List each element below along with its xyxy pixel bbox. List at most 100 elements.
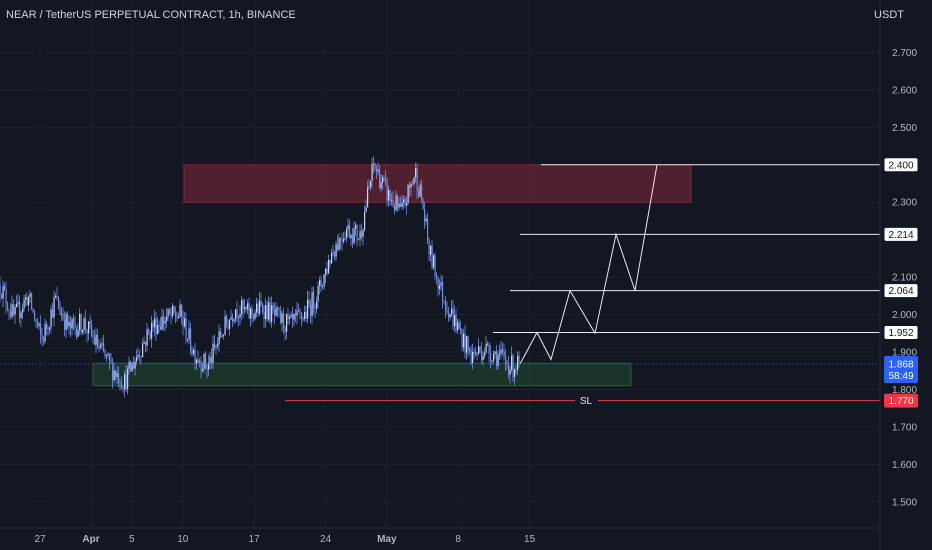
price-axis[interactable]: 1.500 1.600 1.700 1.800 1.900 2.000 2.100 2.300… [892, 48, 917, 508]
candle-body [50, 309, 52, 328]
candle-body [128, 362, 130, 369]
candle-body [493, 354, 495, 361]
candle-body [182, 317, 184, 327]
candle-body [59, 308, 61, 315]
candle-body [383, 177, 385, 179]
candle-body [292, 314, 294, 320]
candle-body [227, 324, 229, 329]
candle-body [385, 178, 387, 181]
target-tag-1.952-bg [883, 325, 919, 341]
forecast-path [519, 164, 658, 365]
candle-body [445, 301, 447, 311]
candle-body [488, 343, 490, 354]
candle-body [412, 183, 414, 185]
candle-body [428, 240, 430, 255]
candle-body [43, 339, 45, 342]
candle-body [481, 351, 483, 360]
candle-body [308, 299, 310, 305]
x-tick-label: 5 [129, 534, 135, 545]
candle-body [337, 244, 339, 250]
candle-body [157, 325, 159, 335]
candle-body [317, 285, 319, 302]
candle-body [355, 225, 357, 229]
candle-body [464, 333, 466, 353]
chart-title[interactable]: NEAR / TetherUS PERPETUAL CONTRACT, 1h, … [6, 9, 296, 21]
candle-body [215, 345, 217, 347]
candle-body [500, 349, 502, 354]
candle-body [29, 293, 31, 297]
candle-body [421, 184, 423, 201]
candle-body [356, 225, 358, 240]
candle-body [494, 351, 496, 355]
candle-body [155, 318, 157, 335]
candle-body [116, 372, 118, 378]
candle-body [406, 203, 408, 206]
candle-body [380, 182, 382, 189]
candle-body [16, 303, 18, 308]
candle-body [398, 203, 400, 208]
candle-body [95, 334, 97, 345]
candle-body [161, 316, 163, 330]
candle-body [154, 318, 156, 328]
candle-body [487, 343, 489, 345]
candle-body [448, 312, 450, 318]
currency-label: USDT [874, 9, 904, 21]
countdown-tag: 58:49 [888, 371, 913, 382]
candle-body [169, 309, 171, 314]
candle-body [73, 318, 75, 324]
candle-body [220, 331, 222, 337]
candle-body [224, 316, 226, 335]
candle-body [514, 369, 516, 378]
candle-body [358, 238, 360, 240]
candle-body [230, 317, 232, 320]
time-axis[interactable]: 27 Apr 5 10 17 24 May 8 15 [34, 534, 535, 545]
candle-body [313, 291, 315, 308]
candle-body [98, 347, 100, 349]
candle-body [11, 304, 13, 317]
candle-body [241, 300, 243, 315]
support-zone [92, 362, 632, 387]
candle-body [451, 308, 453, 314]
candle-body [0, 284, 1, 294]
candle-body [10, 311, 12, 317]
candle-body [320, 280, 322, 287]
candle-body [236, 309, 238, 318]
candle-body [173, 305, 175, 313]
candle-body [127, 368, 129, 390]
candle-body [37, 321, 39, 326]
candle-body [484, 352, 486, 356]
candle-body [271, 305, 273, 322]
candle-body [427, 218, 429, 241]
candle-body [140, 356, 142, 358]
candle-body [388, 189, 390, 201]
candle-body [226, 316, 228, 325]
candle-body [328, 259, 330, 274]
candle-body [64, 319, 66, 331]
candle-body [509, 369, 511, 375]
x-tick-label: 15 [524, 534, 536, 545]
candle-body [110, 360, 112, 363]
candle-body [56, 295, 58, 298]
candle-body [346, 229, 348, 239]
candle-body [122, 387, 124, 390]
x-tick-label: 8 [455, 534, 461, 545]
candle-body [49, 327, 51, 330]
candle-body [314, 307, 316, 309]
candle-body [256, 303, 258, 313]
candle-body [133, 362, 135, 369]
candle-body [425, 218, 427, 222]
candle-body [115, 370, 117, 378]
candle-body [299, 311, 301, 313]
candle-body [518, 355, 520, 362]
candle-body [434, 255, 436, 277]
candle-body [325, 268, 327, 275]
candle-body [440, 282, 442, 286]
candle-body [92, 335, 94, 337]
candle-body [496, 351, 498, 367]
candle-body [302, 318, 304, 320]
candle-body [143, 342, 145, 344]
candle-body [68, 321, 70, 327]
